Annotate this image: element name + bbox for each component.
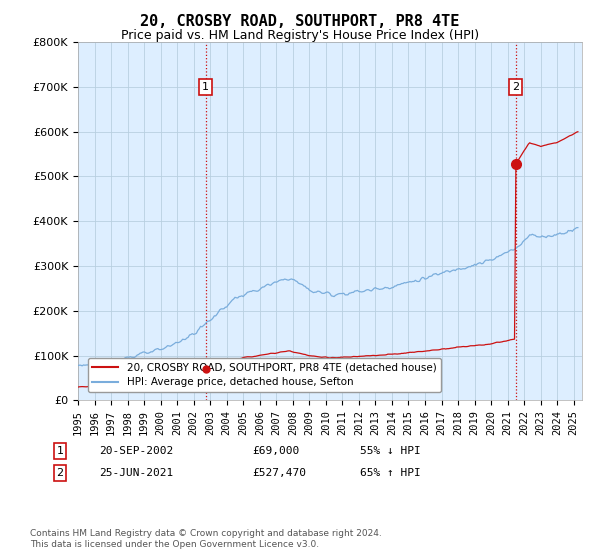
Text: £69,000: £69,000	[252, 446, 299, 456]
Text: 2: 2	[56, 468, 64, 478]
Text: 25-JUN-2021: 25-JUN-2021	[99, 468, 173, 478]
Text: £527,470: £527,470	[252, 468, 306, 478]
Text: Contains HM Land Registry data © Crown copyright and database right 2024.
This d: Contains HM Land Registry data © Crown c…	[30, 529, 382, 549]
Text: 55% ↓ HPI: 55% ↓ HPI	[360, 446, 421, 456]
Text: 1: 1	[202, 82, 209, 92]
Legend: 20, CROSBY ROAD, SOUTHPORT, PR8 4TE (detached house), HPI: Average price, detach: 20, CROSBY ROAD, SOUTHPORT, PR8 4TE (det…	[88, 358, 441, 391]
Text: 1: 1	[56, 446, 64, 456]
Text: Price paid vs. HM Land Registry's House Price Index (HPI): Price paid vs. HM Land Registry's House …	[121, 29, 479, 42]
Text: 20, CROSBY ROAD, SOUTHPORT, PR8 4TE: 20, CROSBY ROAD, SOUTHPORT, PR8 4TE	[140, 14, 460, 29]
Text: 2: 2	[512, 82, 519, 92]
Text: 65% ↑ HPI: 65% ↑ HPI	[360, 468, 421, 478]
Text: 20-SEP-2002: 20-SEP-2002	[99, 446, 173, 456]
